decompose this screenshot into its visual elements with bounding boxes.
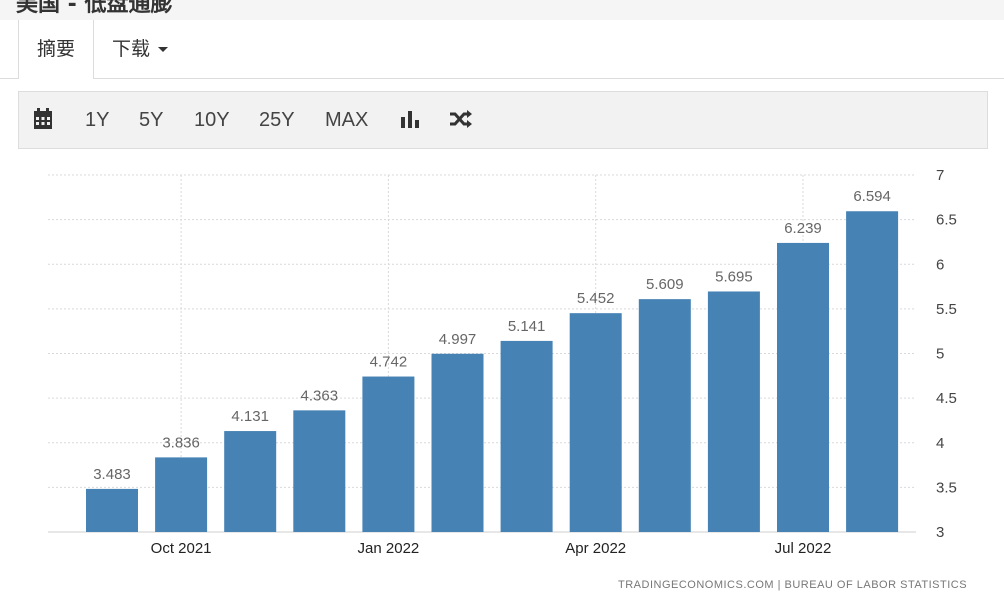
chart-y-ticks: 3 3.5 4 4.5 5 5.5 6 6.5 7 xyxy=(936,167,957,541)
bar[interactable] xyxy=(431,353,484,532)
bar[interactable] xyxy=(707,291,760,532)
y-tick-label: 5 xyxy=(936,346,944,363)
tab-download[interactable]: 下载 xyxy=(112,20,169,78)
bar-value-label: 5.609 xyxy=(646,276,684,293)
tab-bar: 摘要 下载 xyxy=(0,20,1004,79)
chart-value-labels: 3.483 3.836 4.131 4.363 4.742 4.997 5.141 5.452… xyxy=(93,188,891,483)
range-25y-button[interactable]: 25Y xyxy=(259,109,295,131)
y-tick-label: 3.5 xyxy=(936,479,957,496)
bar[interactable] xyxy=(500,340,553,532)
tab-download-label: 下载 xyxy=(112,38,151,60)
bar-value-label: 6.594 xyxy=(853,188,891,205)
bar[interactable] xyxy=(362,376,415,532)
range-10y-button[interactable]: 10Y xyxy=(194,109,230,131)
shuffle-icon[interactable] xyxy=(449,109,473,129)
bar-value-label: 3.483 xyxy=(93,466,131,483)
tab-summary[interactable]: 摘要 xyxy=(18,20,94,79)
y-tick-label: 7 xyxy=(936,167,944,184)
bar[interactable] xyxy=(86,488,138,532)
bar-value-label: 5.452 xyxy=(577,290,615,307)
x-tick-label: Jul 2022 xyxy=(775,540,832,557)
source-credit: TRADINGECONOMICS.COM | BUREAU OF LABOR S… xyxy=(618,579,968,591)
caret-down-icon xyxy=(158,47,169,52)
bar-value-label: 4.742 xyxy=(370,354,408,371)
calendar-icon[interactable] xyxy=(33,108,53,130)
bar-chart-icon[interactable] xyxy=(400,109,420,129)
bar-value-label: 4.997 xyxy=(439,331,477,348)
x-tick-label: Oct 2021 xyxy=(151,540,212,557)
bar-value-label: 3.836 xyxy=(162,434,200,451)
bar-value-label: 5.695 xyxy=(715,268,753,285)
bar[interactable] xyxy=(569,313,622,532)
chart-area: 3.483 3.836 4.131 4.363 4.742 4.997 5.141 5.452… xyxy=(0,148,1004,590)
bar-value-label: 4.363 xyxy=(301,387,339,404)
y-tick-label: 4.5 xyxy=(936,390,957,407)
bar[interactable] xyxy=(846,211,899,532)
bar[interactable] xyxy=(293,410,346,532)
top-bar: 美国 - 低盘通膨 xyxy=(0,0,1004,21)
chart-bars xyxy=(86,211,899,532)
y-tick-label: 6.5 xyxy=(936,212,957,229)
bar-value-label: 5.141 xyxy=(508,318,546,335)
page-title: 美国 - 低盘通膨 xyxy=(16,0,173,17)
bar[interactable] xyxy=(638,299,691,532)
bar[interactable] xyxy=(155,457,208,532)
y-tick-label: 3 xyxy=(936,524,944,541)
y-tick-label: 5.5 xyxy=(936,301,957,318)
x-tick-label: Apr 2022 xyxy=(565,540,626,557)
chart-x-ticks: Oct 2021 Jan 2022 Apr 2022 Jul 2022 xyxy=(151,540,832,557)
y-tick-label: 6 xyxy=(936,256,944,273)
range-1y-button[interactable]: 1Y xyxy=(85,109,110,131)
bar[interactable] xyxy=(224,431,277,532)
bar-value-label: 4.131 xyxy=(231,408,269,425)
range-5y-button[interactable]: 5Y xyxy=(139,109,164,131)
bar[interactable] xyxy=(777,242,829,532)
chart-toolbar: 1Y 5Y 10Y 25Y MAX xyxy=(18,91,988,149)
bar-value-label: 6.239 xyxy=(784,220,822,237)
x-tick-label: Jan 2022 xyxy=(358,540,420,557)
range-max-button[interactable]: MAX xyxy=(325,109,369,131)
bar-chart: 3.483 3.836 4.131 4.363 4.742 4.997 5.141 5.452… xyxy=(48,167,957,557)
y-tick-label: 4 xyxy=(936,435,944,452)
